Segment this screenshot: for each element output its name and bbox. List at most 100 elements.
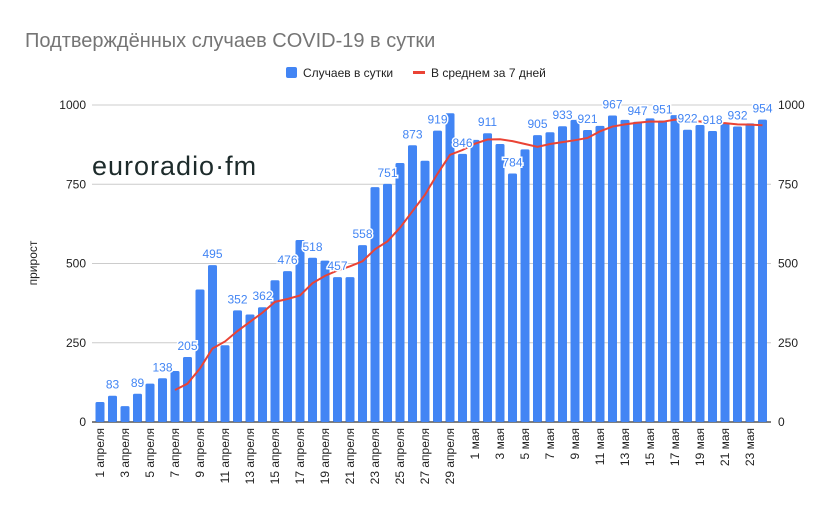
- x-tick-label: 25 апреля: [393, 428, 407, 484]
- y-tick-label-left: 750: [66, 177, 86, 191]
- x-tick-label: 1 мая: [468, 428, 482, 459]
- data-label: 911: [478, 115, 497, 129]
- data-label: 495: [202, 247, 222, 261]
- bar: [645, 118, 655, 423]
- x-tick-label: 11 апреля: [218, 428, 232, 483]
- x-tick-label: 1 апреля: [93, 428, 107, 478]
- bar: [408, 145, 417, 422]
- data-label: 476: [277, 253, 297, 267]
- bar: [145, 383, 155, 422]
- bar: [120, 406, 130, 422]
- bar: [458, 153, 467, 422]
- bar: [170, 370, 180, 422]
- bar: [608, 115, 617, 422]
- x-tick-label: 23 апреля: [368, 428, 382, 484]
- data-label: 83: [106, 378, 120, 392]
- average-line: [174, 118, 763, 391]
- bar: [295, 240, 305, 422]
- x-tick-label: 7 мая: [543, 428, 557, 459]
- bar: [433, 130, 442, 422]
- bar: [533, 135, 542, 423]
- bar: [358, 245, 367, 422]
- bar: [195, 289, 205, 422]
- data-label: 951: [652, 103, 672, 117]
- x-tick-label: 23 мая: [743, 428, 757, 466]
- bar: [383, 183, 392, 422]
- x-tick-label: 13 мая: [618, 428, 632, 466]
- bar: [258, 307, 267, 422]
- bar: [333, 277, 342, 422]
- bar: [270, 280, 280, 422]
- bar: [508, 173, 517, 422]
- legend: Случаев в сутки В среднем за 7 дней: [286, 66, 546, 80]
- legend-label-bars: Случаев в сутки: [303, 66, 393, 80]
- x-tick-label: 9 мая: [568, 428, 582, 459]
- data-label: 947: [627, 104, 647, 118]
- data-label: 362: [252, 289, 272, 303]
- bar: [720, 122, 730, 422]
- bar: [133, 393, 142, 422]
- x-tick-label: 19 апреля: [318, 428, 332, 484]
- x-tick-label: 17 апреля: [293, 428, 307, 484]
- data-label: 751: [377, 166, 397, 180]
- bar: [595, 125, 605, 422]
- bar: [345, 277, 355, 422]
- data-label: 918: [702, 113, 722, 127]
- data-label: 457: [327, 259, 347, 273]
- data-label: 954: [752, 102, 772, 116]
- data-label: 352: [227, 292, 247, 306]
- x-tick-label: 21 мая: [718, 428, 732, 466]
- bar: [283, 271, 292, 422]
- x-tick-label: 13 апреля: [243, 428, 257, 484]
- data-label: 967: [602, 97, 622, 111]
- watermark-logo: euroradio·fm: [92, 151, 257, 181]
- bar: [658, 120, 667, 423]
- data-label: 205: [177, 339, 197, 353]
- data-label: 921: [577, 112, 597, 126]
- data-label: 873: [402, 127, 422, 141]
- bar: [320, 260, 330, 422]
- bar: [483, 133, 492, 422]
- data-label: 919: [427, 113, 447, 127]
- bar: [395, 163, 405, 423]
- y-tick-label-left: 1000: [59, 98, 86, 112]
- bar: [245, 314, 255, 422]
- x-tick-label: 9 апреля: [193, 428, 207, 478]
- data-label: 89: [131, 376, 145, 390]
- bar: [545, 132, 555, 422]
- x-tick-label: 21 апреля: [343, 428, 357, 484]
- data-label: 558: [352, 227, 372, 241]
- legend-label-line: В среднем за 7 дней: [431, 66, 546, 80]
- x-tick-label: 3 мая: [493, 428, 507, 459]
- data-label: 933: [552, 108, 572, 122]
- x-tick-label: 17 мая: [668, 428, 682, 466]
- x-tick-label: 7 апреля: [168, 428, 182, 478]
- data-label: 905: [527, 117, 547, 131]
- x-tick-label: 27 апреля: [418, 428, 432, 484]
- bar: [708, 130, 717, 422]
- data-label: 932: [727, 109, 747, 123]
- bar: [308, 257, 317, 422]
- bar: [570, 119, 580, 423]
- bar: [470, 139, 480, 422]
- x-tick-label: 11 мая: [593, 428, 607, 465]
- bar: [370, 187, 380, 422]
- bar: [670, 115, 680, 423]
- y-tick-label-right: 500: [778, 257, 798, 271]
- data-label: 846: [452, 136, 472, 150]
- bar: [158, 378, 167, 422]
- data-label: 784: [502, 155, 522, 169]
- y-tick-label-left: 250: [66, 336, 86, 350]
- bar: [220, 345, 230, 422]
- bar: [183, 357, 192, 422]
- data-label: 138: [152, 360, 172, 374]
- bar: [233, 310, 242, 422]
- y-tick-label-left: 500: [66, 257, 86, 271]
- y-tick-label-left: 0: [79, 415, 86, 429]
- bar: [95, 402, 105, 422]
- bar: [520, 149, 530, 422]
- x-tick-label: 29 апреля: [443, 428, 457, 484]
- bar: [633, 121, 642, 423]
